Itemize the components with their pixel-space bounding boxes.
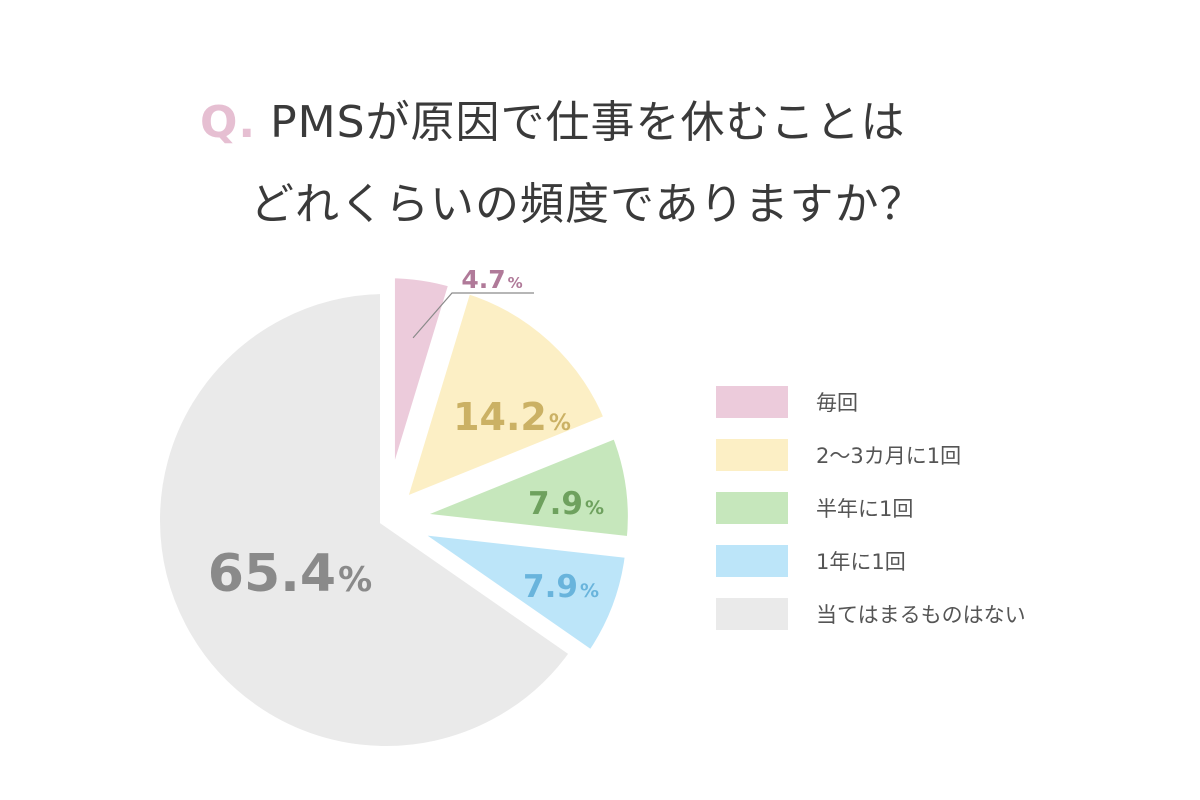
question-line-2: どれくらいの頻度でありますか？ <box>250 179 925 230</box>
legend-swatch-1 <box>716 386 788 418</box>
question-title: Q. PMSが原因で仕事を休むことは どれくらいの頻度でありますか？ <box>0 0 1200 240</box>
question-prefix: Q. <box>200 97 257 148</box>
slice-value-label-5: 65.4% <box>208 544 372 604</box>
legend-swatch-5 <box>716 598 788 630</box>
slice-value-label-2: 14.2% <box>453 395 571 439</box>
callout-line <box>412 292 534 339</box>
legend-label-3: 半年に1回 <box>816 497 913 521</box>
legend-swatch-2 <box>716 439 788 471</box>
slice-value-label-4: 7.9% <box>523 569 599 605</box>
pie-slice-1 <box>382 266 463 502</box>
legend-swatch-3 <box>716 492 788 524</box>
legend-label-5: 当てはまるものはない <box>816 603 1026 627</box>
pie-slice-4 <box>401 521 638 666</box>
pie-slice-3 <box>403 423 640 550</box>
slice-value-label-1: 4.7% <box>461 265 522 294</box>
slice-value-label-3: 7.9% <box>528 486 604 522</box>
legend-swatch-4 <box>716 545 788 577</box>
pie-slices <box>148 266 640 758</box>
legend-label-1: 毎回 <box>816 391 858 415</box>
pie-labels: 4.7 % 14.2% 7.9 % 7.9 % 65.4% <box>208 265 604 605</box>
question-line-1: Q. PMSが原因で仕事を休むことは <box>200 86 906 150</box>
legend-label-4: 1年に1回 <box>816 550 906 574</box>
pie-slice-5 <box>148 281 585 758</box>
question-text-1: PMSが原因で仕事を休むことは <box>270 97 906 148</box>
callout-leader <box>412 292 534 339</box>
legend-label-2: 2〜3カ月に1回 <box>816 444 961 468</box>
